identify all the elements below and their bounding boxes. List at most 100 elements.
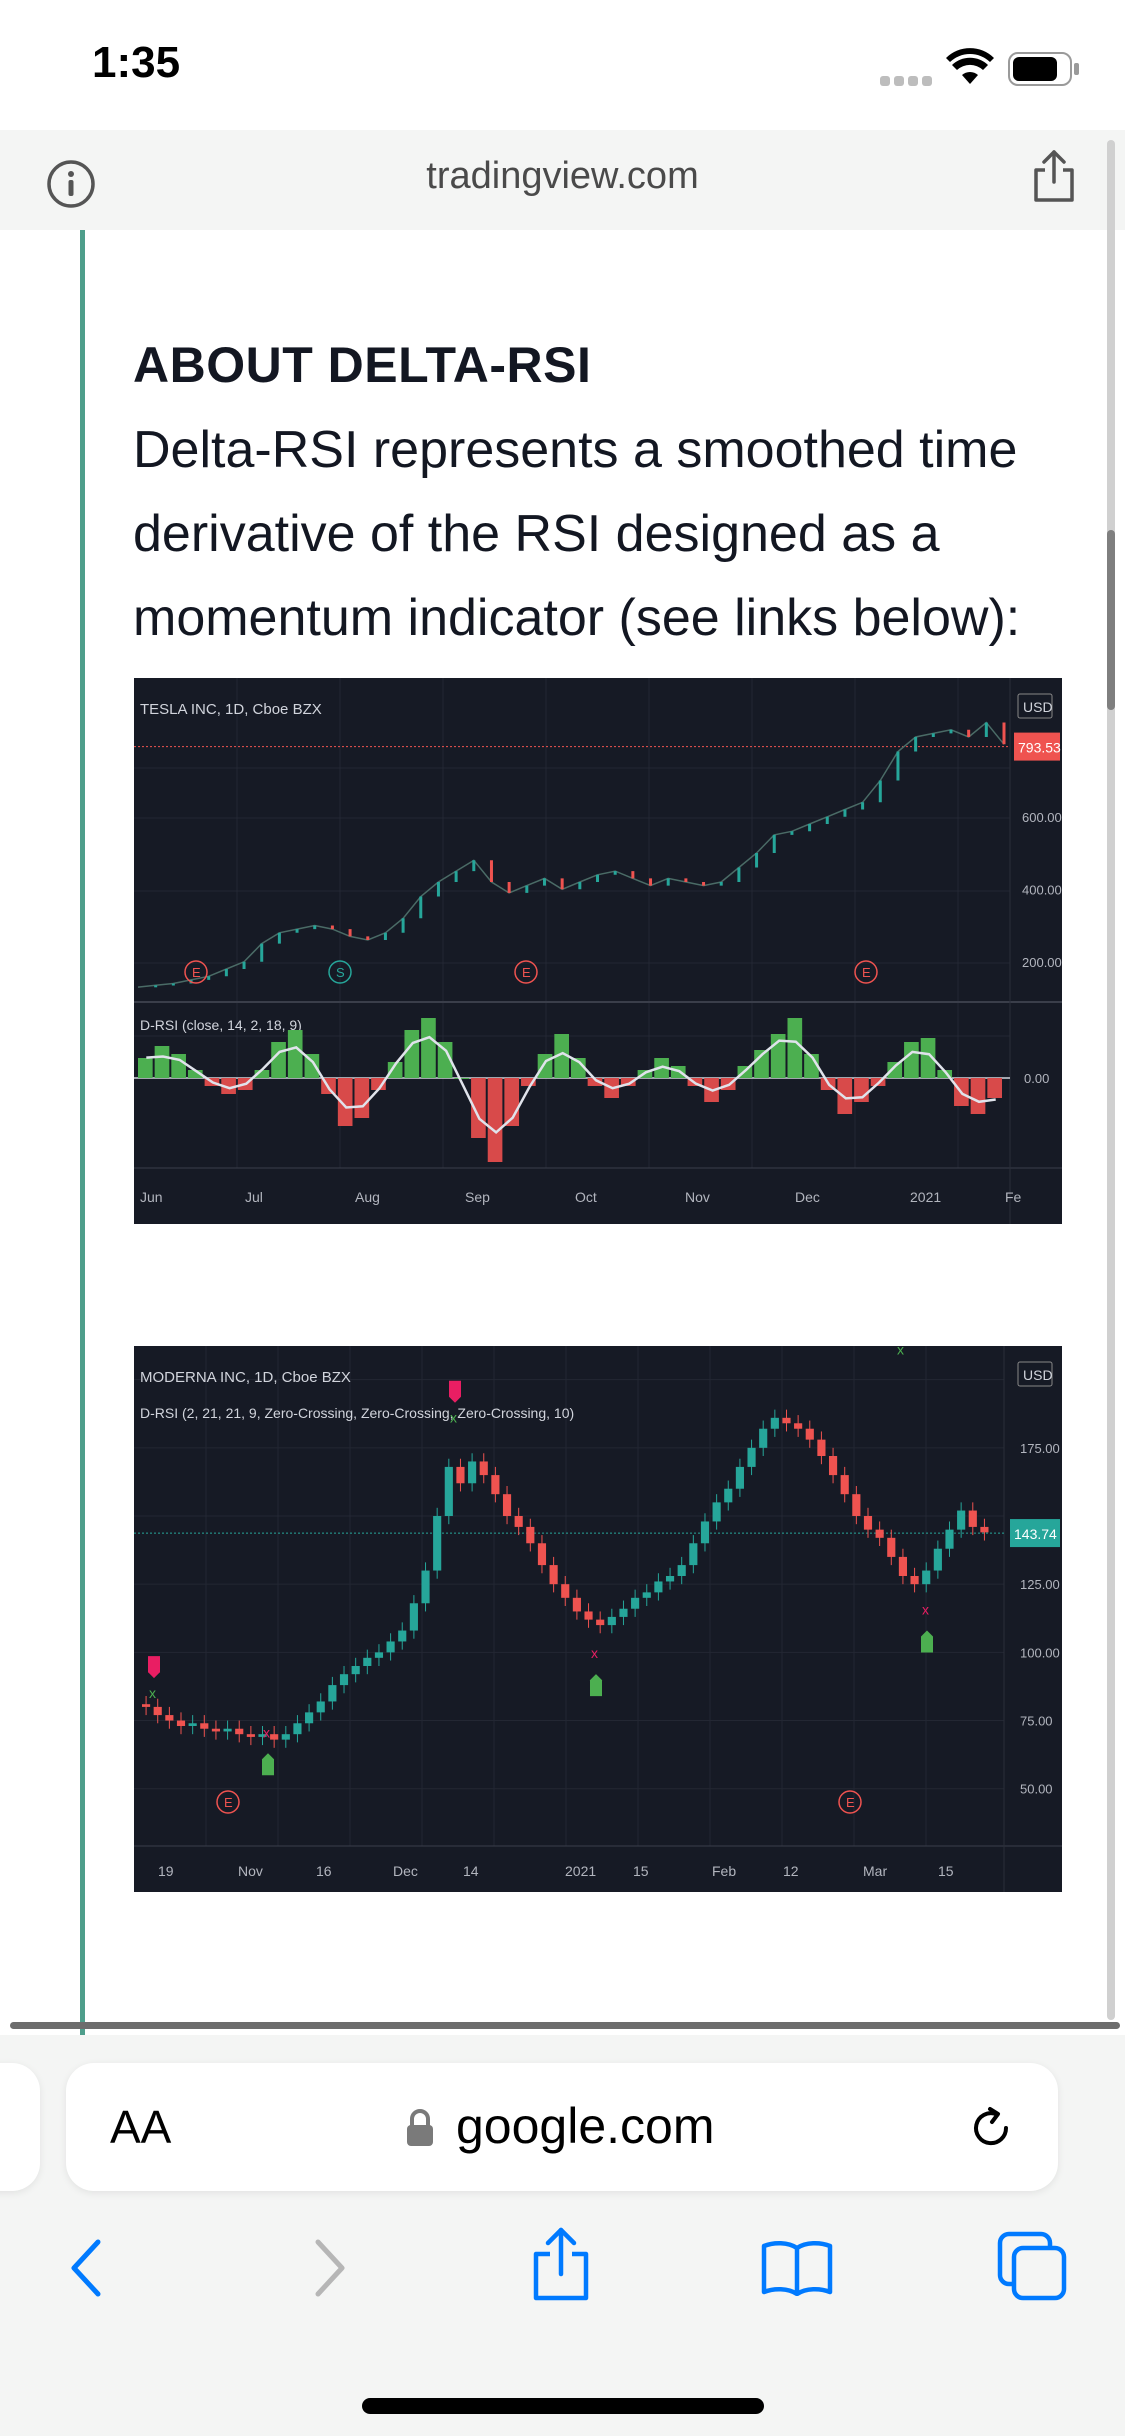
sell-signal-marker [449, 1380, 461, 1403]
candle [790, 831, 794, 835]
x-tick-label: Nov [685, 1189, 710, 1205]
candle-body [142, 1704, 151, 1707]
event-marker-label: E [192, 965, 201, 980]
x-tick-label: Oct [575, 1189, 597, 1205]
candle-body [316, 1701, 325, 1713]
candle-body [386, 1641, 395, 1653]
histogram-bar [537, 1054, 553, 1078]
candle [436, 882, 440, 897]
info-icon[interactable] [46, 159, 96, 214]
previous-tab-pill[interactable] [0, 2063, 40, 2191]
event-marker-label: E [862, 965, 871, 980]
home-indicator [362, 2398, 764, 2414]
histogram-bar [354, 1078, 370, 1118]
candle-body [747, 1447, 756, 1467]
reload-icon[interactable] [966, 2103, 1016, 2158]
event-marker [838, 1790, 862, 1814]
candle-body [526, 1526, 535, 1544]
candle-body [328, 1685, 337, 1702]
last-price-label: 793.53 [1018, 740, 1061, 756]
candle [666, 878, 670, 886]
candle [154, 985, 158, 988]
candle-body [631, 1597, 640, 1609]
event-marker-label: S [336, 965, 345, 980]
candle [825, 816, 829, 824]
candle [401, 918, 405, 933]
candle-body [165, 1715, 174, 1721]
candle-body [188, 1723, 197, 1726]
currency-label: USD [1023, 699, 1053, 715]
candle-body [153, 1706, 162, 1716]
y-tick-label: 175.00 [1020, 1441, 1060, 1456]
reader-button[interactable]: AA [110, 2100, 171, 2154]
histogram-bar [138, 1058, 153, 1078]
candle-body [689, 1543, 698, 1566]
cross-marker: x [922, 1602, 929, 1618]
candle-body [584, 1611, 593, 1620]
histogram-bar [271, 1042, 286, 1078]
back-icon[interactable] [66, 2236, 106, 2305]
address-bar[interactable] [66, 2063, 1058, 2191]
status-bar: 1:35 [0, 0, 1125, 130]
candle-body [724, 1488, 733, 1503]
forward-icon[interactable] [310, 2236, 350, 2305]
histogram-bar [221, 1078, 236, 1094]
tabs-icon[interactable] [996, 2230, 1068, 2307]
signal-line [146, 1035, 996, 1135]
address-text[interactable]: google.com [456, 2098, 715, 2154]
candle [330, 925, 334, 930]
candle [383, 932, 387, 940]
candle [348, 929, 352, 937]
candle-body [852, 1494, 861, 1516]
candle [984, 722, 988, 737]
x-tick-label: Mar [863, 1863, 887, 1879]
candle-body [281, 1734, 290, 1740]
share-icon[interactable] [1030, 148, 1078, 209]
candle [896, 751, 900, 781]
candle-body [293, 1723, 302, 1735]
candle-body [444, 1466, 453, 1516]
x-tick-label: 2021 [910, 1189, 941, 1205]
event-marker-label: E [846, 1795, 855, 1810]
candle-body [270, 1734, 279, 1740]
histogram-bar [337, 1078, 353, 1126]
histogram-bar [387, 1062, 403, 1078]
histogram-bar [487, 1078, 503, 1162]
scrollbar-track[interactable] [1107, 140, 1115, 2020]
candle-body [433, 1516, 442, 1571]
y-tick-label: 75.00 [1020, 1714, 1053, 1729]
bookmarks-icon[interactable] [760, 2238, 834, 2301]
histogram-bar [904, 1042, 919, 1078]
event-marker-label: E [522, 965, 531, 980]
candle-body [794, 1423, 803, 1429]
candle [631, 871, 635, 879]
horizontal-scrollbar[interactable] [10, 2022, 1120, 2029]
y-tick-label: 400.00 [1022, 882, 1062, 897]
candle-body [759, 1428, 768, 1448]
tesla-chart-svg: TESLA INC, 1D, Cboe BZX USD 793.53 600.00 40… [134, 678, 1062, 1224]
histogram-bar [937, 1070, 953, 1078]
candle [772, 834, 776, 853]
top-domain-label[interactable]: tradingview.com [426, 155, 699, 197]
candle-body [537, 1543, 547, 1566]
article-heading: ABOUT DELTA-RSI [133, 337, 592, 393]
y-tick-label: 200.00 [1022, 955, 1062, 970]
scrollbar-thumb[interactable] [1107, 530, 1115, 710]
candle [861, 802, 865, 810]
share-toolbar-icon[interactable] [530, 2226, 592, 2307]
candle-body [735, 1466, 744, 1489]
event-marker [514, 960, 538, 984]
candle-body [339, 1674, 349, 1686]
top-url-bar [0, 130, 1125, 230]
histogram-bar [987, 1078, 1002, 1098]
last-price-badge [1014, 732, 1060, 761]
candle-body [619, 1608, 628, 1617]
event-marker [854, 960, 878, 984]
candle-body [491, 1475, 500, 1495]
histogram-bar [471, 1078, 486, 1138]
candle-body [922, 1570, 931, 1585]
article-accent-line [80, 230, 85, 2040]
reader-button-label: AA [110, 2101, 172, 2153]
candle-body [945, 1529, 954, 1549]
histogram-bar [920, 1038, 936, 1078]
